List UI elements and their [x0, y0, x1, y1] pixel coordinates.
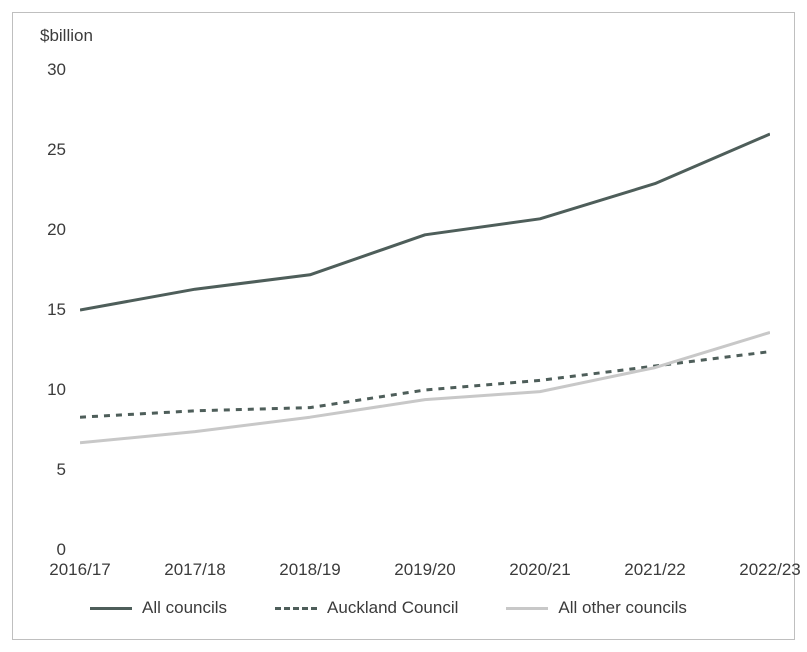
line-series-svg	[80, 70, 770, 550]
legend-label: Auckland Council	[327, 598, 458, 618]
y-tick-label: 0	[57, 540, 66, 560]
y-axis-title: $billion	[40, 26, 93, 46]
series-all_other_councils	[80, 332, 770, 442]
legend: All councils Auckland Council All other co…	[90, 598, 687, 618]
y-tick-label: 25	[47, 140, 66, 160]
y-tick-label: 30	[47, 60, 66, 80]
y-tick-label: 20	[47, 220, 66, 240]
legend-swatch	[275, 607, 317, 610]
legend-swatch	[506, 607, 548, 610]
x-tick-label: 2022/23	[739, 560, 800, 580]
x-tick-label: 2019/20	[394, 560, 455, 580]
plot-area	[80, 70, 770, 550]
legend-label: All other councils	[558, 598, 687, 618]
x-tick-label: 2016/17	[49, 560, 110, 580]
y-tick-label: 5	[57, 460, 66, 480]
x-tick-label: 2020/21	[509, 560, 570, 580]
chart-container: $billion All councilsAuckland CouncilAll…	[0, 0, 807, 652]
x-tick-label: 2021/22	[624, 560, 685, 580]
series-auckland_council	[80, 352, 770, 418]
legend-label: All councils	[142, 598, 227, 618]
legend-item-auckland_council: Auckland Council	[275, 598, 458, 618]
x-tick-label: 2017/18	[164, 560, 225, 580]
legend-item-all_other_councils: All other councils	[506, 598, 687, 618]
legend-swatch	[90, 607, 132, 610]
y-tick-label: 10	[47, 380, 66, 400]
series-all_councils	[80, 134, 770, 310]
y-tick-label: 15	[47, 300, 66, 320]
legend-item-all_councils: All councils	[90, 598, 227, 618]
x-tick-label: 2018/19	[279, 560, 340, 580]
